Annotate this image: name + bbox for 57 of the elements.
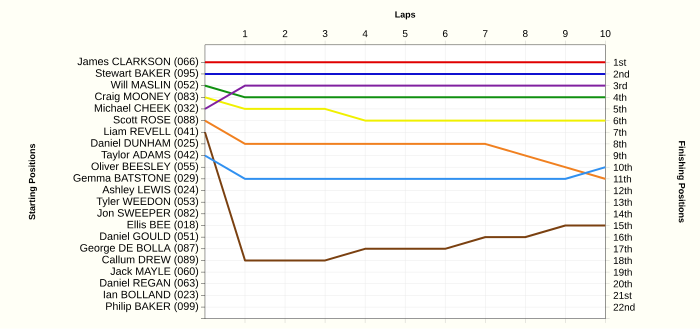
x-tick-label: 6 (442, 30, 448, 38)
y2-tick-label: 14th (614, 210, 632, 218)
text: Ashley LEWIS (024) (102, 186, 198, 196)
y2-tick-label: 18th (614, 256, 632, 264)
y2-tick-label: 8th (614, 140, 626, 148)
y2-tick-label: 17th (614, 245, 632, 253)
y2-tick-label: 13th (614, 198, 632, 206)
y2-axis-title: Finishing Positions (676, 141, 686, 223)
y2-tick-label: 3rd (613, 82, 627, 90)
text: Will MASLIN (052) (110, 80, 198, 91)
text: Starting Positions (28, 144, 37, 220)
text: Philip BAKER (099) (106, 302, 198, 312)
x-tick-label: 10 (600, 30, 610, 38)
x-tick-label: 4 (362, 30, 368, 38)
text: Tyler WEEDON (053) (96, 197, 198, 208)
text: Jack MAYLE (060) (110, 267, 198, 278)
text: Gemma BATSTONE (029) (73, 174, 198, 184)
x-tick-label: 8 (522, 30, 528, 38)
text: Michael CHEEK (032) (94, 104, 198, 114)
y2-tick-label: 4th (613, 94, 626, 102)
x-tick-label: 7 (483, 30, 488, 38)
y2-tick-label: 20th (614, 280, 632, 288)
text: George DE BOLLA (087) (80, 244, 198, 254)
text: Daniel DUNHAM (025) (91, 139, 198, 150)
text: Daniel REGAN (063) (100, 278, 198, 289)
text: James CLARKSON (066) (77, 57, 198, 68)
y2-tick-label: 21st (614, 292, 632, 300)
x-tick-label: 3 (322, 30, 328, 38)
text: Ellis BEE (018) (128, 220, 198, 231)
text: Oliver BEESLEY (055) (91, 162, 198, 172)
x-tick-label: 5 (402, 30, 408, 38)
text: Callum DREW (089) (102, 256, 198, 266)
y2-tick-label: 16th (614, 234, 632, 241)
y2-tick-label: 15th (614, 222, 632, 230)
x-axis-title: Laps (395, 12, 416, 20)
y2-tick-label: 12th (614, 187, 632, 194)
x-tick-label: 9 (563, 30, 568, 38)
y2-tick-label: 10th (614, 164, 632, 171)
y2-tick-label: 1st (614, 58, 626, 66)
y2-tick-label: 5th (614, 105, 626, 113)
text: Scott ROSE (088) (114, 116, 198, 126)
text: Taylor ADAMS (042) (101, 150, 198, 161)
text: Craig MOONEY (083) (95, 92, 198, 102)
text: Jon SWEEPER (082) (97, 208, 198, 219)
x-tick-label: 1 (243, 30, 248, 38)
y2-tick-label: 2nd (614, 70, 630, 78)
text: Stewart BAKER (095) (96, 69, 198, 80)
y2-tick-label: 11th (614, 175, 632, 183)
text: Liam REVELL (041) (104, 127, 198, 138)
text: Daniel GOULD (051) (100, 232, 198, 242)
y2-tick-label: 19th (614, 268, 632, 276)
x-tick-label: 2 (282, 30, 288, 38)
text: Ian BOLLAND (023) (104, 290, 198, 301)
y2-tick-label: 9th (614, 152, 626, 160)
y2-tick-label: 22nd (614, 304, 635, 311)
y2-tick-label: 6th (614, 117, 626, 124)
y2-tick-label: 7th (614, 128, 626, 136)
